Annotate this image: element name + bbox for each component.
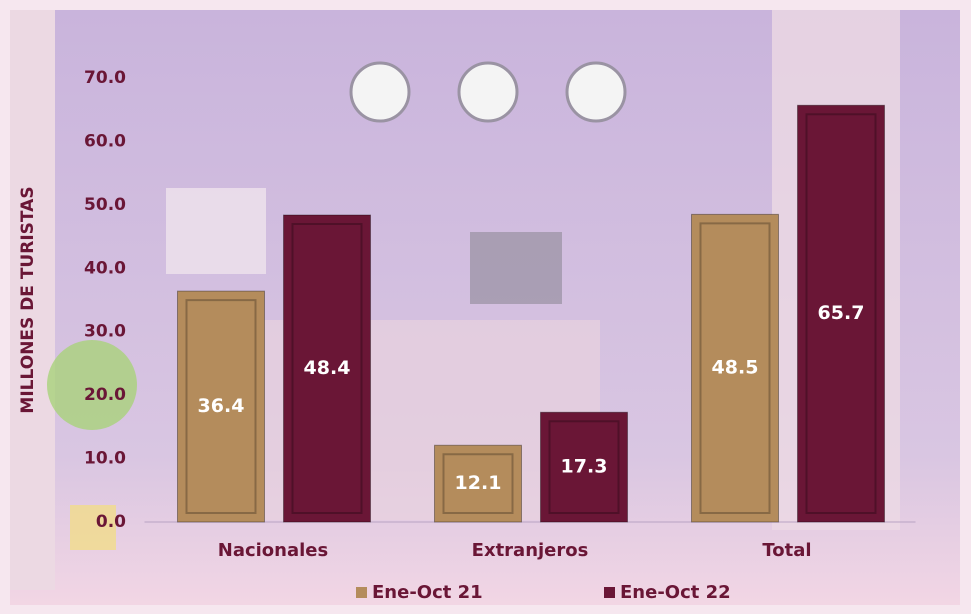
x-tick-label: Extranjeros — [472, 540, 589, 561]
x-tick-label: Nacionales — [218, 540, 328, 561]
data-label: 36.4 — [198, 395, 245, 417]
data-label: 48.5 — [712, 357, 759, 379]
y-tick-label: 30.0 — [84, 322, 126, 342]
y-tick-label: 60.0 — [84, 131, 126, 151]
legend-label: Ene-Oct 22 — [620, 582, 731, 603]
clock — [567, 63, 625, 121]
legend-label: Ene-Oct 21 — [372, 582, 483, 603]
data-label: 17.3 — [561, 456, 608, 478]
data-label: 65.7 — [818, 302, 865, 324]
data-label: 48.4 — [304, 357, 351, 379]
y-tick-label: 10.0 — [84, 449, 126, 469]
monitor — [470, 232, 562, 304]
data-label: 12.1 — [455, 472, 502, 494]
legend-swatch — [356, 587, 367, 598]
y-axis-label: MILLONES DE TURISTAS — [18, 186, 38, 413]
y-tick-label: 0.0 — [96, 512, 126, 532]
y-tick-label: 20.0 — [84, 385, 126, 405]
clock — [351, 63, 409, 121]
clock — [459, 63, 517, 121]
chart: MILLONES DE TURISTAS 0.0 10.0 20.0 30.0 40.0… — [0, 0, 971, 614]
y-tick-label: 70.0 — [84, 68, 126, 88]
legend-swatch — [604, 587, 615, 598]
y-tick-label: 50.0 — [84, 195, 126, 215]
key-board — [166, 188, 266, 274]
y-tick-label: 40.0 — [84, 258, 126, 278]
x-tick-label: Total — [762, 540, 811, 561]
